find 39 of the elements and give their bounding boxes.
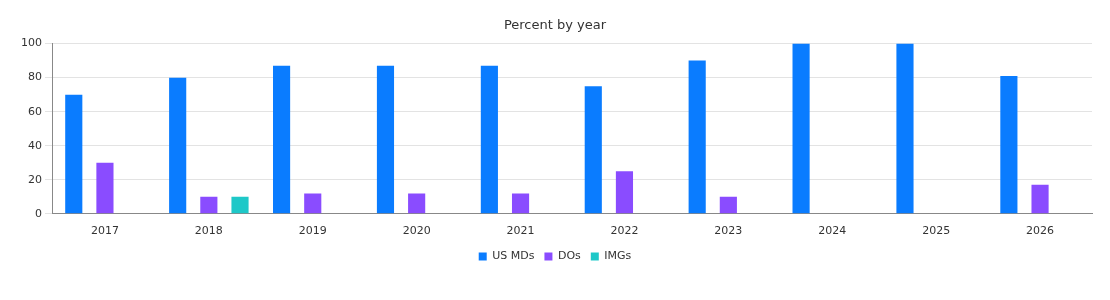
bar	[96, 162, 114, 214]
bar	[408, 193, 426, 214]
bar	[719, 196, 737, 214]
bar	[376, 65, 395, 214]
x-tick-label: 2024	[818, 224, 847, 238]
chart-title: Percent by year	[503, 17, 607, 33]
bar	[584, 86, 602, 214]
bar	[511, 193, 530, 214]
bar	[169, 77, 187, 214]
bar	[231, 196, 249, 214]
legend-label: IMGs	[604, 249, 632, 263]
legend-label: DOs	[557, 249, 582, 263]
x-tick-label: 2020	[402, 224, 431, 238]
y-tick-label: 100	[21, 36, 42, 50]
y-tick-label: 0	[35, 206, 42, 220]
x-tick-label: 2023	[714, 224, 743, 238]
bar	[65, 94, 83, 214]
bar	[615, 171, 634, 214]
bar	[688, 60, 706, 214]
x-tick-label: 2025	[922, 224, 951, 238]
bar	[1000, 75, 1018, 214]
x-tick-label: 2026	[1026, 224, 1055, 238]
bar	[1031, 184, 1049, 214]
x-tick-label: 2022	[610, 224, 639, 238]
x-tick-label: 2021	[506, 224, 535, 238]
y-tick-label: 40	[28, 138, 42, 152]
x-tick-label: 2019	[298, 224, 327, 238]
bar	[896, 43, 914, 214]
y-tick-label: 80	[28, 70, 42, 84]
bar	[304, 193, 322, 214]
legend-label: US MDs	[492, 249, 535, 263]
x-tick-label: 2017	[90, 224, 119, 238]
bar	[273, 65, 291, 214]
bar	[200, 196, 218, 214]
y-tick-label: 60	[28, 104, 42, 118]
bar	[480, 65, 498, 214]
y-tick-label: 20	[28, 172, 42, 186]
bar	[792, 43, 810, 214]
x-tick-label: 2018	[194, 224, 223, 238]
